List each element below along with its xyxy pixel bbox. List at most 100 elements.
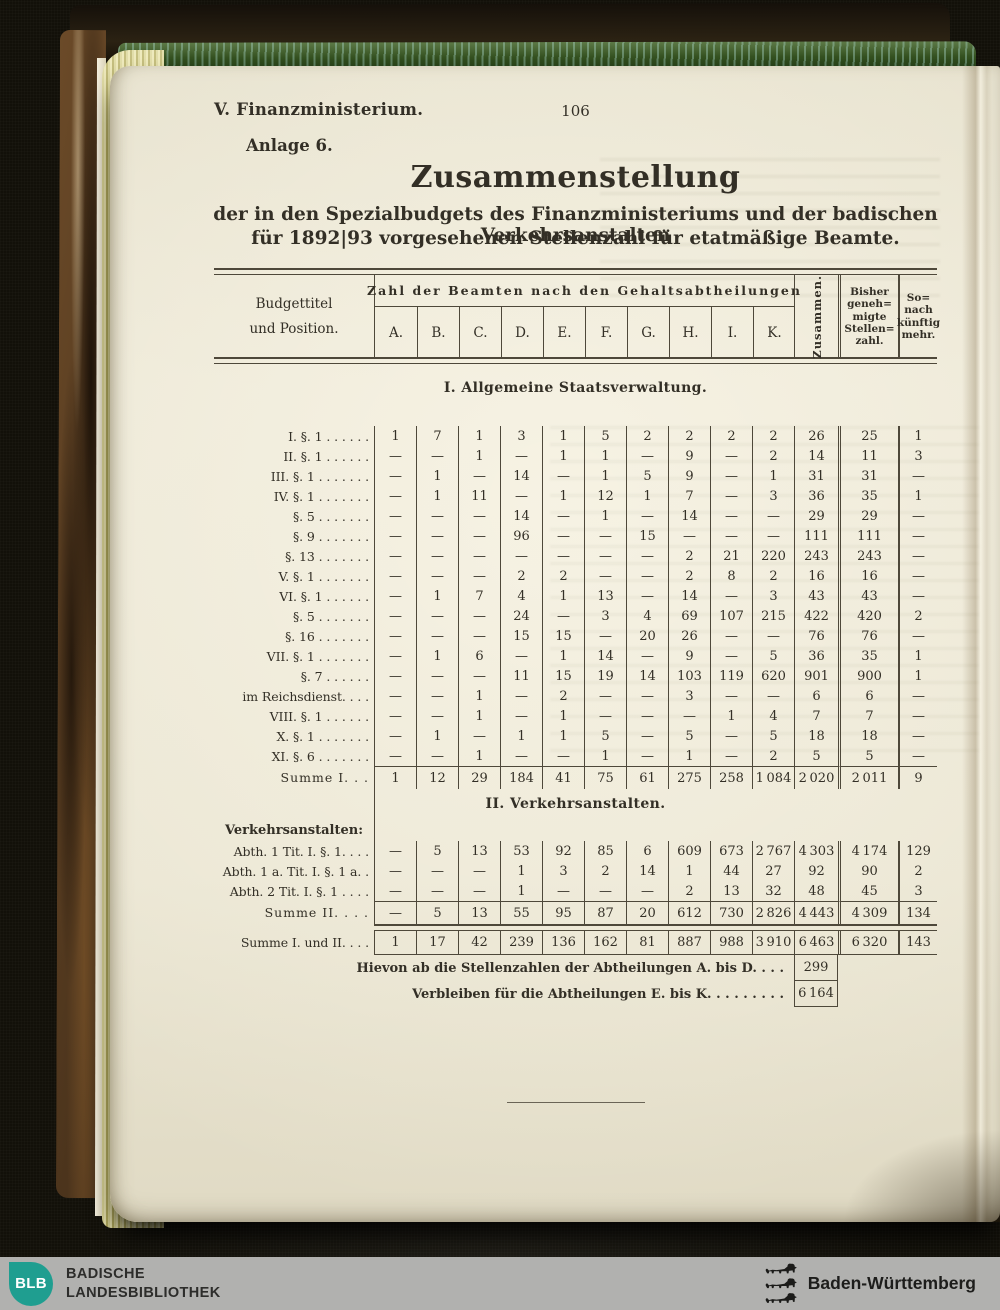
table-row: VIII. §. 1 . . . . . . — — 1 — 1 — — — 1… xyxy=(214,706,937,726)
cell-c: — xyxy=(458,881,500,901)
page-gutter-crease xyxy=(962,66,992,1222)
cell-d: 55 xyxy=(500,901,542,924)
table-row: VII. §. 1 . . . . . . . — 1 6 — 1 14 — 9… xyxy=(214,646,937,666)
table-row: IV. §. 1 . . . . . . . — 1 11 — 1 12 1 7… xyxy=(214,486,937,506)
cell-bisher: 16 xyxy=(838,566,898,586)
cell-k: 215 xyxy=(752,606,794,626)
cell-d: 11 xyxy=(500,666,542,686)
library-footer-bar: BLB BADISCHE LANDESBIBLIOTHEK Baden-Würt… xyxy=(0,1257,1000,1310)
cell-bisher: 4 309 xyxy=(838,901,898,924)
cell-b: — xyxy=(416,746,458,766)
cell-zusammen: 2 020 xyxy=(794,766,838,789)
cell-sonach: — xyxy=(898,546,937,566)
cell-zusammen: 31 xyxy=(794,466,838,486)
cell-b: 5 xyxy=(416,841,458,861)
cell-a: — xyxy=(374,466,416,486)
cell-f: — xyxy=(584,626,626,646)
cell-b: — xyxy=(416,526,458,546)
row-label: IV. §. 1 . . . . . . . xyxy=(273,488,369,504)
cell-d: 2 xyxy=(500,566,542,586)
cell-h: 103 xyxy=(668,666,710,686)
column-header-sonach: So= nach künftig mehr. xyxy=(897,275,940,359)
cell-zusammen: 243 xyxy=(794,546,838,566)
cell-bisher: 420 xyxy=(838,606,898,626)
cell-e: — xyxy=(542,466,584,486)
cell-d: 24 xyxy=(500,606,542,626)
end-divider-rule xyxy=(506,1102,645,1103)
running-header: V. Finanzministerium. xyxy=(214,100,424,119)
cell-g: 6 xyxy=(626,841,668,861)
page-subtitle-line2: für 1892|93 vorgesehenen Stellenzahl für… xyxy=(251,228,900,249)
cell-b: — xyxy=(416,566,458,586)
cell-f: — xyxy=(584,881,626,901)
table-row: VI. §. 1 . . . . . . — 1 7 4 1 13 — 14 —… xyxy=(214,586,937,606)
cell-i: — xyxy=(710,466,752,486)
cell-a: — xyxy=(374,901,416,924)
cell-b: — xyxy=(416,881,458,901)
cell-a: 1 xyxy=(374,766,416,789)
table-top-rule xyxy=(214,268,937,275)
cell-i: 13 xyxy=(710,881,752,901)
column-header-h: H. xyxy=(669,307,711,359)
cell-sonach: 3 xyxy=(898,881,937,901)
cell-a: — xyxy=(374,686,416,706)
cell-k: 1 xyxy=(752,466,794,486)
cell-bisher: 11 xyxy=(838,446,898,466)
cell-a: — xyxy=(374,506,416,526)
cell-k: 1 084 xyxy=(752,766,794,789)
cell-bisher: 18 xyxy=(838,726,898,746)
blb-logo: BLB xyxy=(9,1261,53,1306)
cell-i: — xyxy=(710,446,752,466)
cell-h: 887 xyxy=(668,931,710,954)
cell-i: 673 xyxy=(710,841,752,861)
cell-zusammen: 6 463 xyxy=(794,931,838,954)
cell-f: 1 xyxy=(584,746,626,766)
column-group-gehaltsabtheilungen: Zahl der Beamten nach den Gehaltsabtheil… xyxy=(367,275,800,359)
cell-i: 988 xyxy=(710,931,752,954)
cell-g: — xyxy=(626,506,668,526)
cell-g: 5 xyxy=(626,466,668,486)
grand-total-bottom-rule xyxy=(374,954,937,955)
cell-sonach: — xyxy=(898,746,937,766)
cell-sonach: 1 xyxy=(898,646,937,666)
cell-e: 1 xyxy=(542,646,584,666)
cell-e: 1 xyxy=(542,426,584,446)
cell-bisher: 31 xyxy=(838,466,898,486)
baden-wuerttemberg-coat-of-arms-icon xyxy=(765,1263,797,1303)
column-header-k: K. xyxy=(753,307,795,359)
cell-g: — xyxy=(626,586,668,606)
section2-heading: II. Verkehrsanstalten. xyxy=(485,796,666,812)
cell-f: 1 xyxy=(584,446,626,466)
cell-k: 27 xyxy=(752,861,794,881)
cell-i: 1 xyxy=(710,706,752,726)
cell-i: — xyxy=(710,726,752,746)
cell-f: 5 xyxy=(584,426,626,446)
cell-a: — xyxy=(374,446,416,466)
cell-sonach: — xyxy=(898,526,937,546)
cell-f: 1 xyxy=(584,466,626,486)
table-row: §. 16 . . . . . . . — — — 15 15 — 20 26 … xyxy=(214,626,937,646)
table-row: XI. §. 6 . . . . . . . — — 1 — — 1 — 1 —… xyxy=(214,746,937,766)
cell-d: — xyxy=(500,486,542,506)
section2-sum-row: Summe II. . . . — 5 13 55 95 87 20 612 7… xyxy=(214,901,937,924)
cell-c: — xyxy=(458,506,500,526)
cell-f: 75 xyxy=(584,766,626,789)
cell-k: — xyxy=(752,686,794,706)
cell-zusammen: 48 xyxy=(794,881,838,901)
row-label: XI. §. 6 . . . . . . . xyxy=(271,748,369,764)
cell-k: — xyxy=(752,506,794,526)
cell-h: 275 xyxy=(668,766,710,789)
table-row: Summe I. . . 1 12 29 184 41 75 61 275 25… xyxy=(214,766,937,789)
cell-h: 1 xyxy=(668,861,710,881)
table-row: §. 5 . . . . . . . — — — 14 — 1 — 14 — —… xyxy=(214,506,937,526)
cell-k: 2 xyxy=(752,566,794,586)
cell-k: — xyxy=(752,526,794,546)
cell-g: — xyxy=(626,446,668,466)
cell-g: 4 xyxy=(626,606,668,626)
row-label: §. 9 . . . . . . . xyxy=(293,528,369,544)
cell-b: — xyxy=(416,506,458,526)
cell-f: 3 xyxy=(584,606,626,626)
row-label: im Reichsdienst. . . . xyxy=(242,688,369,704)
cell-i: 21 xyxy=(710,546,752,566)
cell-a: — xyxy=(374,746,416,766)
